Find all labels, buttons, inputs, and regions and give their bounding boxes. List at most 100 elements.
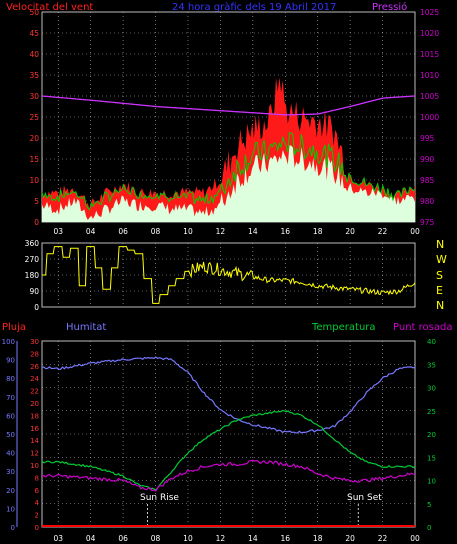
chart-marks-layer: 0510152025303540455097598098599099510001… [2, 8, 440, 543]
humidity-x-tick-label: 20 [345, 534, 355, 543]
temperature-y-tick-label: 35 [427, 361, 436, 369]
wind-y-tick-label: 15 [29, 155, 39, 164]
humidity-x-tick-label: 18 [313, 534, 323, 543]
direction-y-tick-label: 90 [29, 287, 39, 296]
rain-y-tick-label: 8 [35, 474, 39, 482]
direction-y-tick-label: 360 [25, 239, 40, 248]
direction-y-tick-label: 270 [25, 255, 40, 264]
pressure-y-tick-label: 1015 [420, 50, 439, 59]
temperature-y-tick-label: 0 [427, 524, 431, 532]
humidity-y-tick-label: 100 [2, 338, 15, 346]
sun-set-label: Sun Set [347, 493, 382, 503]
rain-y-tick-label: 18 [30, 412, 39, 420]
rain-y-tick-label: 10 [30, 462, 39, 470]
temperature-y-tick-label: 25 [427, 408, 436, 416]
compass-letter-e: E [436, 284, 443, 297]
humidity-y-tick-label: 50 [6, 431, 15, 439]
wind-x-tick-label: 00 [410, 227, 420, 236]
rain-y-tick-label: 20 [30, 400, 39, 408]
humidity-x-tick-label: 04 [86, 534, 96, 543]
wind-x-tick-label: 18 [313, 227, 323, 236]
rain-y-tick-label: 28 [30, 350, 39, 358]
rain-y-tick-label: 16 [30, 425, 39, 433]
rain-y-tick-label: 14 [30, 437, 39, 445]
direction-y-tick-label: 180 [25, 271, 40, 280]
wind-y-tick-label: 30 [29, 92, 39, 101]
sun-rise-label: Sun Rise [140, 493, 179, 503]
pressure-y-tick-label: 975 [420, 218, 435, 227]
pressure-y-tick-label: 1025 [420, 8, 439, 17]
wind-x-tick-label: 22 [378, 227, 388, 236]
wind-y-tick-label: 0 [34, 218, 39, 227]
pressure-y-tick-label: 990 [420, 155, 435, 164]
rain-y-tick-label: 6 [35, 487, 40, 495]
wind-average-area [42, 145, 415, 222]
wind-x-tick-label: 20 [345, 227, 355, 236]
pressure-y-tick-label: 980 [420, 197, 435, 206]
wind-x-tick-label: 10 [183, 227, 193, 236]
humidity-x-tick-label: 14 [248, 534, 258, 543]
wind-y-tick-label: 45 [29, 29, 39, 38]
chart-title: 24 hora gràfic dels 19 Abril 2017 [172, 1, 336, 13]
temperature-line [41, 409, 416, 491]
rain-y-tick-label: 30 [30, 338, 39, 346]
pressure-y-tick-label: 1010 [420, 71, 439, 80]
pressure-y-tick-label: 1020 [420, 29, 439, 38]
pressure-label: Pressió [372, 1, 407, 13]
humidity-x-tick-label: 12 [216, 534, 226, 543]
pressure-y-tick-label: 1005 [420, 92, 439, 101]
rain-y-tick-label: 24 [30, 375, 39, 383]
dewpoint-label: Punt rosada [393, 322, 452, 333]
compass-letter-n-top: N [436, 238, 444, 251]
wind-x-tick-label: 16 [280, 227, 290, 236]
wind-y-tick-label: 25 [29, 113, 39, 122]
temperature-y-tick-label: 20 [427, 431, 436, 439]
rain-y-tick-label: 0 [35, 524, 39, 532]
wind-x-tick-label: 14 [248, 227, 258, 236]
compass-letter-w: W [436, 253, 447, 266]
wind-x-tick-label: 12 [216, 227, 226, 236]
humidity-y-tick-label: 70 [6, 394, 15, 402]
wind-y-tick-label: 20 [29, 134, 39, 143]
wind-average-line [41, 132, 416, 211]
humidity-y-tick-label: 0 [11, 524, 15, 532]
humidity-x-tick-label: 08 [151, 534, 161, 543]
humidity-x-tick-label: 00 [410, 534, 420, 543]
temperature-label: Temperatura [311, 322, 376, 333]
wind-x-tick-label: 06 [118, 227, 128, 236]
humidity-y-tick-label: 40 [6, 450, 15, 458]
wind-y-tick-label: 5 [34, 197, 39, 206]
humidity-x-tick-label: 16 [280, 534, 290, 543]
temperature-y-tick-label: 5 [427, 501, 431, 509]
humidity-y-tick-label: 90 [6, 357, 15, 365]
humidity-x-tick-label: 06 [118, 534, 128, 543]
humidity-x-tick-label: 03 [53, 534, 63, 543]
wind-speed-label: Velocitat del vent [6, 2, 93, 13]
humidity-y-tick-label: 20 [6, 487, 15, 495]
temperature-y-tick-label: 10 [427, 478, 436, 486]
wind-y-tick-label: 40 [29, 50, 39, 59]
temperature-y-tick-label: 40 [427, 338, 436, 346]
rain-label: Pluja [2, 322, 26, 333]
humidity-x-tick-label: 10 [183, 534, 193, 543]
humidity-x-tick-label: 22 [378, 534, 388, 543]
humidity-y-tick-label: 30 [6, 468, 15, 476]
wind-y-tick-label: 50 [29, 8, 39, 17]
rain-y-tick-label: 12 [30, 450, 39, 458]
dewpoint-line [41, 459, 416, 492]
compass-letter-n-bottom: N [436, 299, 444, 312]
wind-y-tick-label: 35 [29, 71, 39, 80]
pressure-line [41, 95, 416, 116]
temperature-y-tick-label: 15 [427, 454, 436, 462]
wind-y-tick-label: 10 [29, 176, 39, 185]
humidity-line [41, 356, 416, 434]
humidity-y-tick-label: 60 [6, 412, 15, 420]
rain-y-tick-label: 26 [30, 363, 39, 371]
rain-y-tick-label: 2 [35, 512, 39, 520]
temperature-y-tick-label: 30 [427, 385, 436, 393]
wind-direction-line [42, 246, 416, 304]
wind-x-tick-label: 04 [86, 227, 96, 236]
pressure-y-tick-label: 1000 [420, 113, 439, 122]
humidity-y-tick-label: 80 [6, 375, 15, 383]
